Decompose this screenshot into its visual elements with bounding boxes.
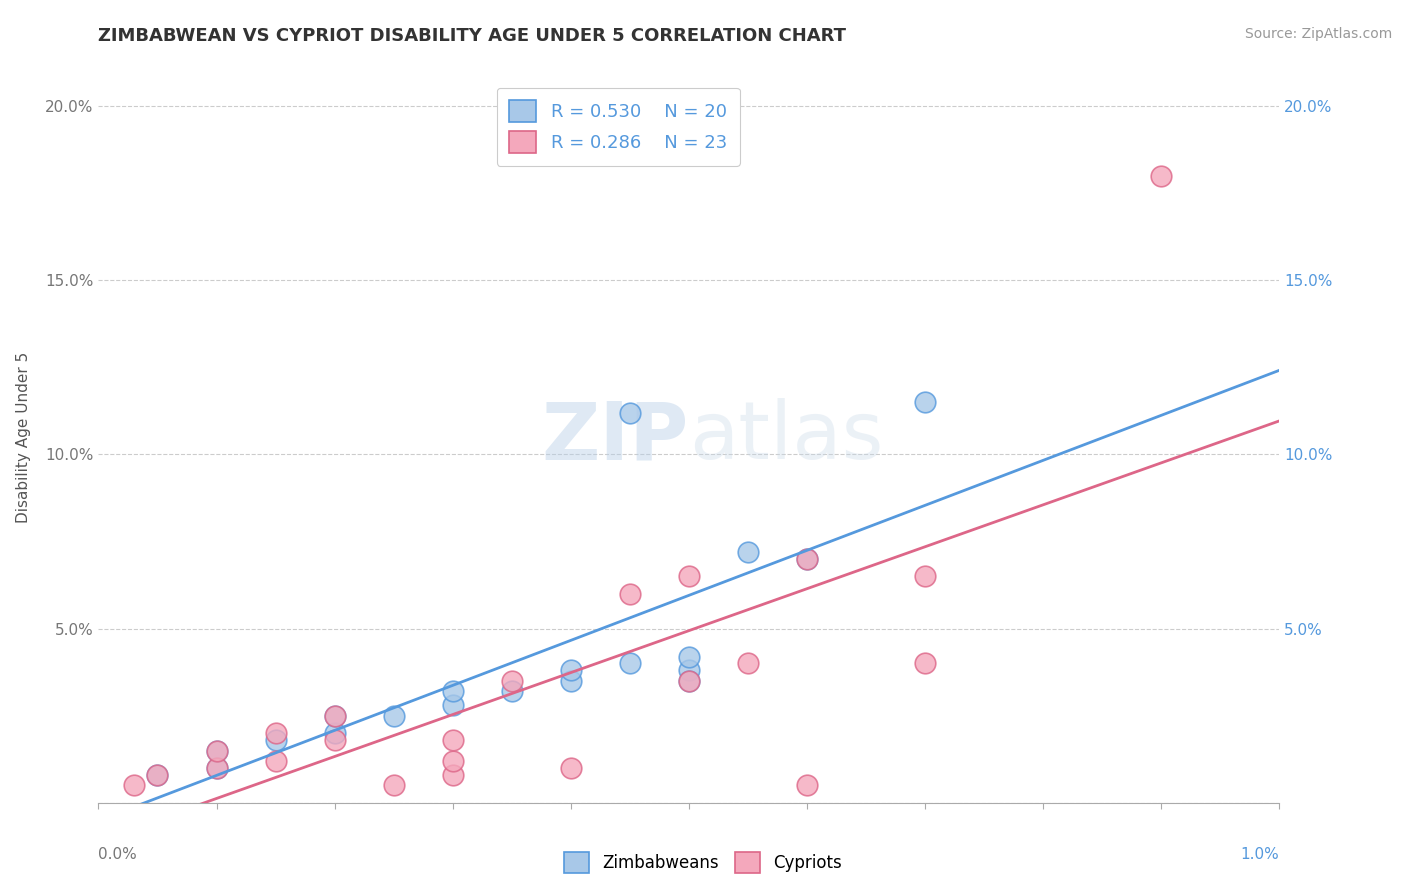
Point xyxy=(501,673,523,688)
Point xyxy=(678,569,700,583)
Point xyxy=(323,733,346,747)
Point xyxy=(796,778,818,792)
Point xyxy=(205,743,228,757)
Point xyxy=(264,754,287,768)
Point xyxy=(382,778,405,792)
Point xyxy=(205,761,228,775)
Point xyxy=(122,778,145,792)
Point xyxy=(146,768,169,782)
Point xyxy=(560,761,582,775)
Point xyxy=(323,726,346,740)
Point xyxy=(737,657,759,671)
Point xyxy=(678,664,700,678)
Point xyxy=(441,733,464,747)
Point xyxy=(441,754,464,768)
Text: ZIP: ZIP xyxy=(541,398,689,476)
Text: ZIMBABWEAN VS CYPRIOT DISABILITY AGE UNDER 5 CORRELATION CHART: ZIMBABWEAN VS CYPRIOT DISABILITY AGE UND… xyxy=(98,27,846,45)
Point xyxy=(619,657,641,671)
Point xyxy=(619,406,641,420)
Text: atlas: atlas xyxy=(689,398,883,476)
Point xyxy=(264,726,287,740)
Point xyxy=(146,768,169,782)
Text: Source: ZipAtlas.com: Source: ZipAtlas.com xyxy=(1244,27,1392,41)
Point xyxy=(501,684,523,698)
Point xyxy=(619,587,641,601)
Point xyxy=(796,552,818,566)
Point xyxy=(560,664,582,678)
Point xyxy=(382,708,405,723)
Point xyxy=(737,545,759,559)
Text: 1.0%: 1.0% xyxy=(1240,847,1279,862)
Point xyxy=(678,649,700,664)
Point xyxy=(796,552,818,566)
Legend: Zimbabweans, Cypriots: Zimbabweans, Cypriots xyxy=(557,846,849,880)
Point xyxy=(914,395,936,409)
Text: 0.0%: 0.0% xyxy=(98,847,138,862)
Point xyxy=(1150,169,1173,183)
Point xyxy=(323,708,346,723)
Point xyxy=(678,673,700,688)
Point xyxy=(560,673,582,688)
Y-axis label: Disability Age Under 5: Disability Age Under 5 xyxy=(17,351,31,523)
Legend: R = 0.530    N = 20, R = 0.286    N = 23: R = 0.530 N = 20, R = 0.286 N = 23 xyxy=(496,87,740,166)
Point xyxy=(205,743,228,757)
Point xyxy=(323,708,346,723)
Point xyxy=(914,569,936,583)
Point xyxy=(441,684,464,698)
Point xyxy=(441,698,464,713)
Point xyxy=(441,768,464,782)
Point xyxy=(914,657,936,671)
Point xyxy=(264,733,287,747)
Point xyxy=(205,761,228,775)
Point xyxy=(678,673,700,688)
